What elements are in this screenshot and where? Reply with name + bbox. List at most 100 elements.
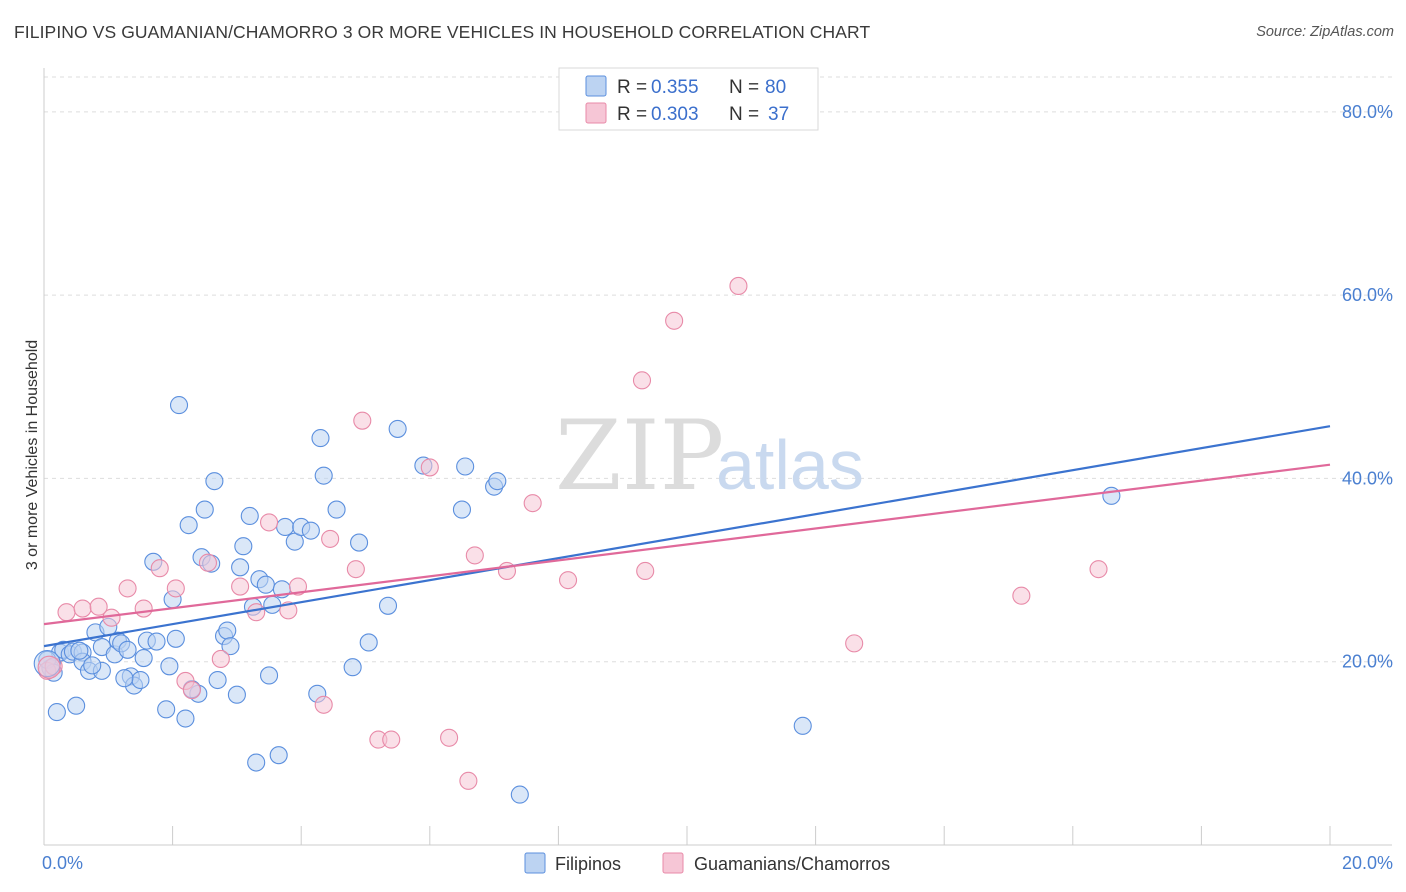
filipino-point — [256, 575, 275, 594]
filipino-point — [176, 709, 195, 728]
filipino-point — [160, 657, 179, 676]
bottom-legend-filipinos: Filipinos — [555, 854, 621, 874]
guamanian-point — [1089, 560, 1108, 579]
legend-n-value-2: 37 — [768, 104, 789, 125]
chart-source: Source: ZipAtlas.com — [1256, 24, 1394, 40]
bottom-legend: Filipinos Guamanians/Chamorros — [524, 852, 890, 874]
bottom-legend-swatch-guamanians — [662, 852, 684, 874]
filipino-point — [510, 785, 529, 804]
filipino-point — [208, 670, 227, 690]
guamanian-point — [459, 771, 478, 790]
filipino-point — [231, 558, 250, 577]
guamanian-point — [636, 561, 655, 581]
guamanian-point — [465, 546, 484, 565]
guamanian-point — [288, 577, 308, 596]
filipino-point — [115, 669, 134, 688]
guamanian-point — [211, 649, 230, 669]
filipino-point — [47, 703, 66, 722]
legend-r-label-2: R = — [617, 104, 647, 125]
filipino-point — [221, 637, 240, 656]
filipino-point — [240, 506, 259, 526]
guamanian-point — [729, 276, 748, 296]
legend-n-value-1: 80 — [765, 77, 786, 98]
filipino-point — [179, 516, 198, 535]
filipino-point — [314, 466, 333, 485]
legend-r-label-1: R = — [617, 77, 647, 98]
y-tick-label: 40.0% — [1342, 468, 1393, 488]
filipino-point — [218, 621, 237, 640]
guamanian-point — [102, 608, 121, 627]
filipino-point — [147, 632, 166, 651]
guamanian-point — [558, 571, 578, 590]
guamanian-point — [198, 553, 218, 572]
guamanian-point — [665, 311, 684, 330]
guamanian-point — [134, 599, 153, 618]
filipino-trend-line — [43, 425, 1331, 648]
filipino-point — [350, 533, 369, 552]
guamanian-point — [420, 458, 439, 477]
bottom-legend-guamanians: Guamanians/Chamorros — [694, 854, 890, 874]
guamanian-point — [57, 603, 76, 622]
top-legend: R = 0.355 N = 80 R = 0.303 N = 37 — [558, 67, 819, 131]
points-layer — [33, 276, 1121, 804]
legend-r-value-1: 0.355 — [651, 77, 699, 98]
filipino-point — [67, 696, 86, 715]
filipino-point — [205, 472, 224, 491]
filipino-point — [259, 666, 279, 685]
x-tick-label-max: 20.0% — [1342, 853, 1393, 873]
filipino-point — [276, 517, 295, 537]
guamanian-point — [182, 681, 201, 700]
filipino-point — [263, 595, 282, 614]
legend-n-label-2: N = — [729, 104, 759, 125]
filipino-point — [378, 596, 398, 615]
legend-swatch-guamanians — [585, 102, 607, 124]
guamanian-point — [259, 513, 279, 532]
y-axis-label: 3 or more Vehicles in Household — [24, 340, 41, 570]
filipino-point — [83, 656, 102, 675]
filipino-point — [134, 648, 153, 668]
legend-n-label-1: N = — [729, 77, 759, 98]
bottom-legend-swatch-filipinos — [524, 852, 546, 874]
filipino-point — [234, 537, 253, 556]
axis-layer — [43, 68, 1392, 846]
guamanian-point — [89, 597, 108, 616]
guamanian-point-cluster — [37, 655, 61, 679]
guamanian-point — [321, 529, 340, 548]
guamanian-point — [382, 730, 401, 749]
chart-title: FILIPINO VS GUAMANIAN/CHAMORRO 3 OR MORE… — [14, 22, 871, 42]
guamanian-point — [118, 579, 137, 598]
guamanian-trend-line — [43, 463, 1331, 626]
legend-r-value-2: 0.303 — [651, 104, 699, 125]
filipino-point — [118, 640, 137, 659]
filipino-point — [169, 396, 189, 415]
guamanian-point — [150, 559, 169, 578]
filipino-point — [1102, 486, 1121, 505]
guamanian-point — [231, 577, 250, 596]
filipino-point — [388, 419, 407, 438]
filipino-point — [456, 457, 475, 476]
filipino-point — [343, 658, 362, 677]
guamanian-point — [346, 560, 365, 579]
guamanian-point — [353, 411, 372, 430]
guamanian-point — [845, 634, 864, 653]
filipino-point — [157, 700, 176, 719]
filipino-point — [301, 521, 320, 540]
filipino-point — [166, 629, 185, 648]
filipino-point — [70, 641, 89, 660]
guamanian-point — [314, 695, 333, 714]
guamanian-point — [166, 579, 185, 598]
filipino-point — [269, 746, 288, 765]
filipino-point — [359, 633, 378, 652]
watermark-zip: ZIP — [555, 400, 724, 512]
filipino-point — [311, 429, 330, 448]
legend-swatch-filipinos — [585, 75, 607, 97]
guamanian-point — [73, 599, 92, 618]
guamanian-point — [1012, 586, 1031, 605]
watermark-atlas: atlas — [716, 426, 864, 504]
x-tick-label-min: 0.0% — [42, 853, 83, 873]
guamanian-point — [247, 603, 266, 622]
y-tick-label: 20.0% — [1342, 652, 1393, 672]
filipino-point — [793, 716, 812, 735]
guamanian-point — [632, 371, 652, 390]
